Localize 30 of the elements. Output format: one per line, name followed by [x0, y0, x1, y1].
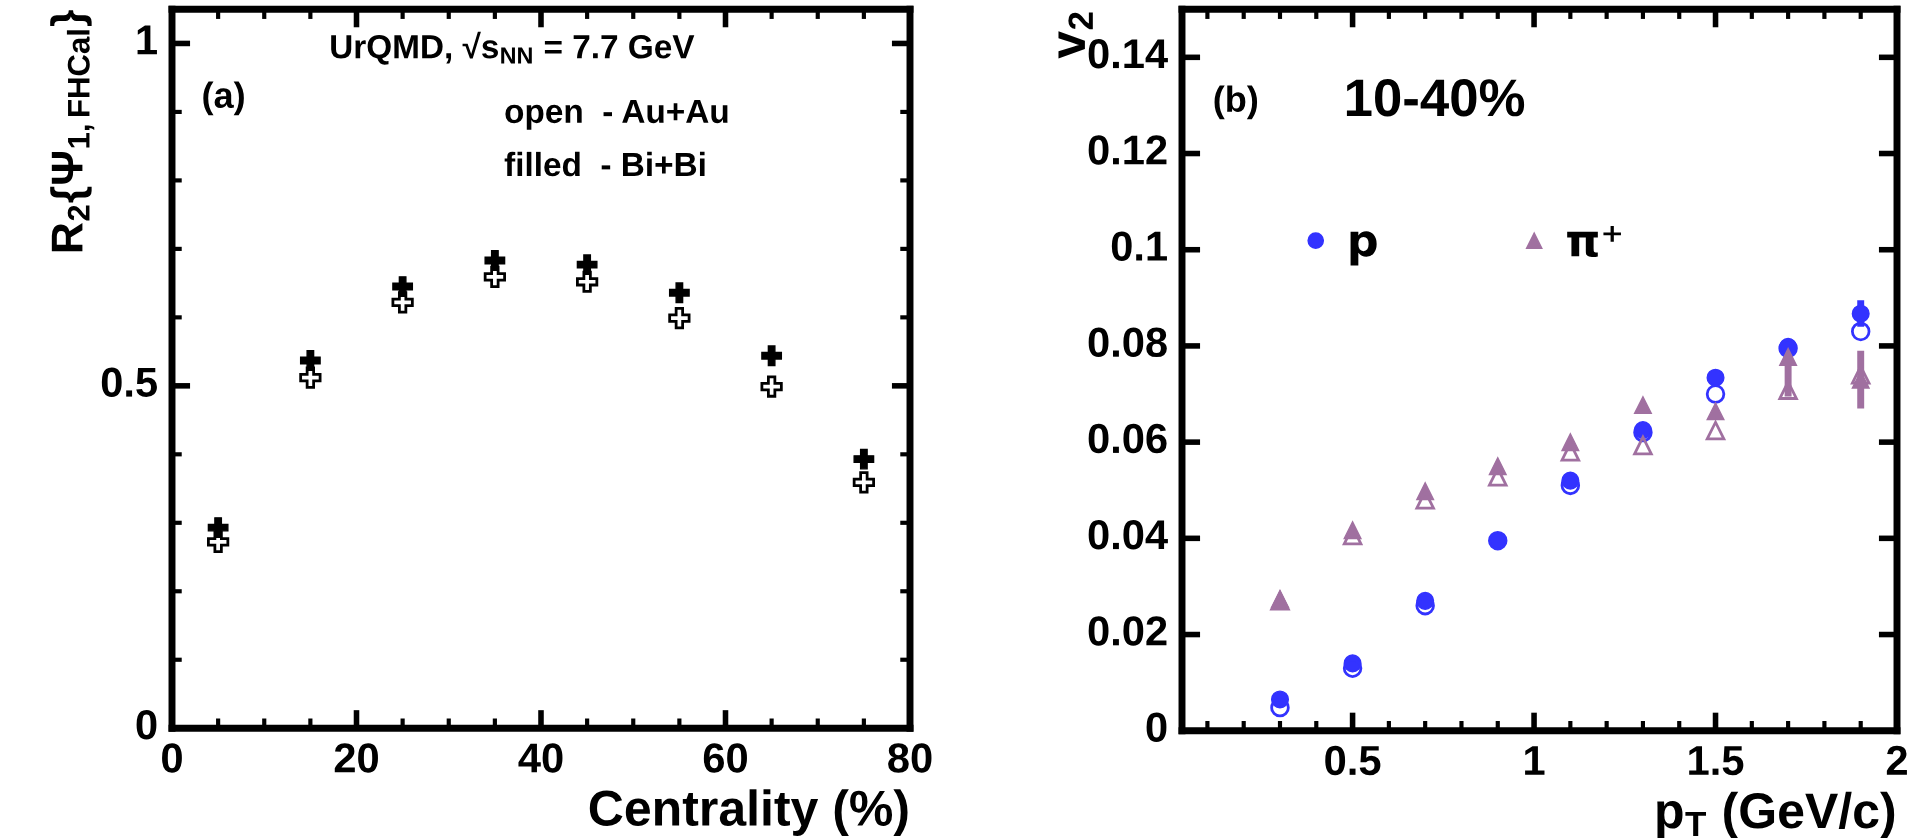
- x-tick-label: 20: [334, 743, 378, 773]
- y-tick-label: 0.06: [1088, 423, 1167, 454]
- x-tick-label: 2: [1886, 745, 1907, 775]
- annotation: (a): [203, 81, 244, 116]
- x-tick-label: 40: [518, 743, 563, 773]
- annotation: open - Au+Au: [505, 99, 728, 130]
- legend-label: p: [1350, 231, 1377, 266]
- annotation: UrQMD, √s$_{NN}$ = 7.7 GeV: [331, 31, 695, 65]
- y-tick-label: 0: [1146, 712, 1167, 742]
- legend-label: π⁺: [1567, 226, 1621, 257]
- y-tick-label: 1: [137, 25, 157, 55]
- x-axis-title: Centrality (%): [589, 789, 908, 836]
- x-axis-title: p$_{T}$ (GeV/c): [1657, 791, 1895, 838]
- annotation: 10-40%: [1346, 79, 1525, 117]
- x-tick-label: 1.5: [1689, 746, 1744, 776]
- y-tick-label: 0.04: [1088, 520, 1168, 550]
- x-tick-label: 0.5: [1325, 745, 1381, 776]
- y-tick-label: 0: [136, 709, 157, 740]
- y-tick-label: 0.12: [1088, 135, 1167, 165]
- y-tick-label: 0.08: [1088, 327, 1167, 358]
- annotation: filled - Bi+Bi: [504, 151, 705, 177]
- y-tick-label: 0.02: [1088, 616, 1167, 646]
- y-tick-label: 0.5: [101, 367, 157, 398]
- x-tick-label: 60: [703, 743, 747, 773]
- y-tick-label: 0.1: [1111, 231, 1167, 261]
- x-tick-label: 1: [1525, 746, 1545, 775]
- x-tick-label: 80: [888, 743, 932, 773]
- y-axis-title: R$_{2}${Ψ$_{1,FHCal}$}: [50, 10, 95, 252]
- x-tick-label: 0: [162, 743, 182, 773]
- annotation: (b): [1214, 85, 1258, 120]
